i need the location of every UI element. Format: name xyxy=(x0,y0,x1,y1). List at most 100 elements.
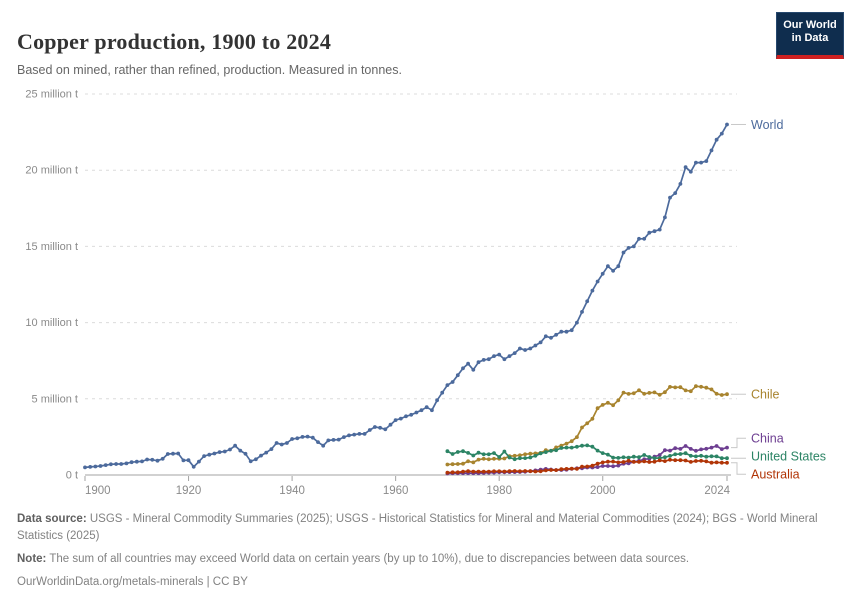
point-china xyxy=(616,463,621,468)
point-united-states xyxy=(683,451,688,456)
x-axis-tick-label: 1980 xyxy=(486,485,512,497)
legend-label-united-states[interactable]: United States xyxy=(751,450,826,464)
point-world xyxy=(543,334,548,339)
permalink-line: OurWorldinData.org/metals-minerals | CC … xyxy=(17,574,829,591)
point-world xyxy=(554,332,558,337)
point-australia xyxy=(575,467,579,471)
point-world xyxy=(637,236,641,241)
series-world xyxy=(83,122,729,470)
point-united-states xyxy=(518,456,522,461)
point-world xyxy=(569,328,574,333)
owid-permalink[interactable]: OurWorldinData.org/metals-minerals | CC … xyxy=(17,576,248,588)
point-united-states xyxy=(709,454,714,459)
point-chile xyxy=(657,392,662,397)
y-axis-tick-label: 10 million t xyxy=(25,317,78,329)
point-china xyxy=(678,447,683,451)
point-world xyxy=(559,329,564,334)
point-world xyxy=(331,438,336,442)
point-world xyxy=(243,451,248,456)
owid-logo[interactable]: Our World in Data xyxy=(776,12,844,59)
point-world xyxy=(424,405,429,410)
point-australia xyxy=(647,460,652,464)
point-world xyxy=(398,416,403,421)
x-axis-tick-label: 2024 xyxy=(704,485,730,497)
point-australia xyxy=(497,469,502,474)
point-world xyxy=(575,320,579,325)
point-chile xyxy=(595,406,600,411)
point-united-states xyxy=(663,455,667,460)
legend-label-australia[interactable]: Australia xyxy=(751,468,800,482)
point-world xyxy=(191,464,196,469)
point-world xyxy=(347,433,351,438)
point-chile xyxy=(492,456,496,461)
point-chile xyxy=(575,435,579,439)
point-united-states xyxy=(476,450,481,455)
point-world xyxy=(466,361,470,366)
point-world xyxy=(316,440,320,444)
point-australia xyxy=(549,468,553,472)
point-world xyxy=(409,412,414,417)
point-united-states xyxy=(481,452,486,457)
point-world xyxy=(93,464,98,469)
point-world xyxy=(663,215,667,220)
point-australia xyxy=(461,469,465,474)
point-united-states xyxy=(688,453,693,458)
point-world xyxy=(326,438,331,443)
point-china xyxy=(704,446,709,451)
point-australia xyxy=(611,459,615,464)
point-world xyxy=(492,354,496,358)
point-australia xyxy=(507,469,512,474)
point-united-states xyxy=(461,449,465,454)
point-world xyxy=(176,451,181,456)
point-world xyxy=(217,450,222,454)
point-united-states xyxy=(611,455,615,460)
point-world xyxy=(538,340,543,345)
point-united-states xyxy=(606,452,610,457)
point-australia xyxy=(543,468,548,473)
point-world xyxy=(393,418,398,422)
point-chile xyxy=(668,385,672,389)
point-chile xyxy=(528,451,533,456)
point-chile xyxy=(626,392,631,396)
point-world xyxy=(279,442,284,447)
copper-production-line-chart[interactable]: 0 t 5 million t 10 million t 15 million t 20… xyxy=(0,0,850,505)
point-world xyxy=(222,449,227,454)
point-australia xyxy=(533,469,538,474)
legend-label-chile[interactable]: Chile xyxy=(751,388,780,402)
point-world xyxy=(440,390,445,395)
point-world xyxy=(124,461,129,466)
point-world xyxy=(259,453,263,458)
point-united-states xyxy=(678,452,683,456)
point-australia xyxy=(709,460,714,465)
point-world xyxy=(233,443,238,448)
point-united-states xyxy=(523,456,527,460)
point-world xyxy=(486,357,491,362)
legend-label-china[interactable]: China xyxy=(751,432,784,446)
point-chile xyxy=(445,462,450,467)
point-china xyxy=(714,444,719,448)
legend-label-world[interactable]: World xyxy=(751,118,783,132)
point-world xyxy=(186,458,191,463)
point-world xyxy=(140,459,144,464)
point-chile xyxy=(678,385,683,390)
point-world xyxy=(600,271,605,276)
point-chile xyxy=(652,390,657,395)
point-australia xyxy=(569,466,574,471)
point-world xyxy=(642,236,647,241)
point-australia xyxy=(450,470,455,475)
point-chile xyxy=(606,400,610,405)
point-australia xyxy=(486,469,491,474)
point-world xyxy=(476,360,481,365)
point-world xyxy=(300,435,305,439)
data-source-line: Data source: USGS - Mineral Commodity Su… xyxy=(17,511,829,545)
point-united-states xyxy=(549,448,553,453)
point-world xyxy=(383,427,388,432)
point-united-states xyxy=(595,448,600,453)
point-world xyxy=(238,448,243,453)
point-chile xyxy=(476,457,481,462)
point-world xyxy=(445,383,450,387)
point-chile xyxy=(461,461,465,466)
point-world xyxy=(590,288,595,293)
point-world xyxy=(88,465,93,469)
point-united-states xyxy=(642,453,647,457)
